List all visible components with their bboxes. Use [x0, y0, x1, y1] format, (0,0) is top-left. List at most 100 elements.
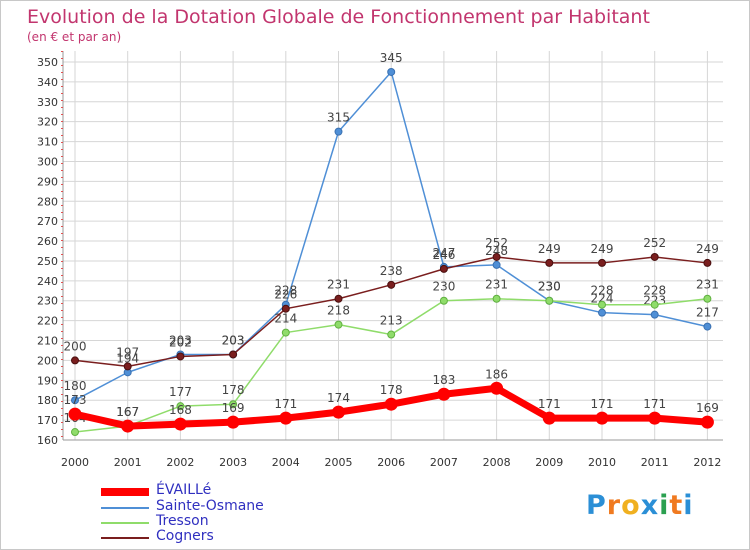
- x-tick-label: 2001: [114, 456, 142, 469]
- series-1-point: [387, 67, 396, 76]
- legend-label-tresson: Tresson: [156, 513, 209, 529]
- series-0-point: [384, 397, 398, 411]
- series-1-data-label: 194: [116, 351, 139, 365]
- y-tick-label: 310: [37, 136, 58, 149]
- series-2-data-label: 213: [380, 314, 403, 328]
- y-tick-label: 230: [37, 295, 58, 308]
- logo-letter: i: [683, 490, 694, 521]
- series-1-data-label: 345: [380, 51, 403, 65]
- series-2-point: [176, 402, 185, 411]
- series-1-data-label: 248: [485, 244, 508, 258]
- series-0-data-label: 183: [432, 373, 455, 387]
- series-1-data-label: 228: [274, 284, 297, 298]
- y-tick-label: 340: [37, 76, 58, 89]
- series-0-point: [648, 411, 662, 425]
- series-3-point: [439, 264, 448, 273]
- y-tick-label: 300: [37, 155, 58, 168]
- series-2-data-label: 230: [538, 280, 561, 294]
- legend-label-cogners: Cogners: [156, 528, 214, 544]
- series-1-point: [650, 310, 659, 319]
- series-3-data-label: 231: [327, 278, 350, 292]
- x-tick-label: 2009: [535, 456, 563, 469]
- series-0-point: [332, 405, 345, 419]
- series-2-point: [545, 296, 554, 305]
- series-3-point: [176, 352, 185, 361]
- series-0-point: [68, 407, 82, 421]
- chart-subtitle: (en € et par an): [27, 30, 122, 44]
- series-0-point: [700, 415, 714, 429]
- y-tick-label: 220: [37, 315, 58, 328]
- logo-letter: i: [659, 490, 670, 521]
- x-tick-label: 2007: [430, 456, 458, 469]
- series-0-data-label: 186: [485, 367, 508, 381]
- y-tick-label: 190: [37, 374, 58, 387]
- y-tick-label: 200: [37, 354, 58, 367]
- series-3-point: [387, 280, 396, 289]
- logo-letter: o: [621, 490, 641, 521]
- x-tick-label: 2006: [377, 456, 405, 469]
- logo-letter: t: [669, 490, 684, 521]
- series-1-point: [703, 322, 712, 331]
- series-3-point: [71, 356, 79, 365]
- series-0-data-label: 173: [64, 393, 87, 407]
- y-tick-label: 270: [37, 215, 58, 228]
- series-3-point: [598, 258, 606, 267]
- series-3-data-label: 249: [591, 242, 614, 256]
- y-tick-label: 290: [37, 175, 58, 188]
- series-3-point: [545, 258, 554, 267]
- series-2-point: [492, 294, 501, 303]
- series-1-point: [598, 308, 606, 317]
- series-2-point: [439, 296, 448, 305]
- series-1-data-label: 224: [591, 292, 614, 306]
- proxiti-logo: Proxiti: [586, 490, 694, 521]
- series-3-data-label: 203: [222, 333, 245, 347]
- x-tick-label: 2004: [272, 456, 300, 469]
- series-2-data-label: 228: [643, 284, 666, 298]
- legend-label-evaille: ÉVAILLé: [156, 482, 212, 498]
- series-2-data-label: 228: [591, 284, 614, 298]
- series-0-point: [173, 417, 187, 431]
- series-2-point: [703, 294, 712, 303]
- series-3-data-label: 252: [643, 236, 666, 250]
- series-0-point: [279, 411, 293, 425]
- y-tick-label: 330: [37, 96, 58, 109]
- series-0-data-label: 171: [538, 397, 561, 411]
- series-0-data-label: 178: [380, 383, 403, 397]
- series-3-data-label: 249: [538, 242, 561, 256]
- series-0-data-label: 167: [116, 405, 139, 419]
- series-1-data-label: 203: [222, 333, 245, 347]
- series-2-point: [281, 328, 290, 337]
- series-3-point: [123, 362, 132, 371]
- series-3-point: [703, 258, 712, 267]
- y-tick-label: 260: [37, 235, 58, 248]
- x-tick-label: 2003: [219, 456, 247, 469]
- series-2-point: [387, 330, 396, 339]
- series-1-point: [71, 396, 79, 405]
- series-3-point: [281, 304, 290, 313]
- series-2-data-label: 231: [696, 278, 719, 292]
- y-tick-label: 350: [37, 56, 58, 69]
- series-1-data-label: 203: [169, 333, 192, 347]
- series-2-point: [334, 320, 343, 329]
- x-tick-label: 2010: [588, 456, 616, 469]
- series-1-data-label: 230: [538, 280, 561, 294]
- series-3-data-label: 197: [116, 345, 139, 359]
- x-tick-label: 2002: [166, 456, 194, 469]
- series-1-point: [492, 260, 501, 269]
- series-0-data-label: 171: [591, 397, 614, 411]
- series-2-data-label: 167: [116, 405, 139, 419]
- series-2-data-label: 177: [169, 385, 192, 399]
- series-2-data-label: 230: [432, 280, 455, 294]
- y-tick-label: 240: [37, 275, 58, 288]
- series-0-point: [542, 411, 556, 425]
- series-3-data-label: 226: [274, 288, 297, 302]
- series-2-data-label: 178: [222, 383, 245, 397]
- series-3-data-label: 202: [169, 335, 192, 349]
- series-3-point: [650, 252, 659, 261]
- series-3-data-label: 246: [432, 248, 455, 262]
- x-tick-label: 2000: [61, 456, 89, 469]
- series-2-point: [71, 428, 79, 437]
- series-2-data-label: 218: [327, 304, 350, 318]
